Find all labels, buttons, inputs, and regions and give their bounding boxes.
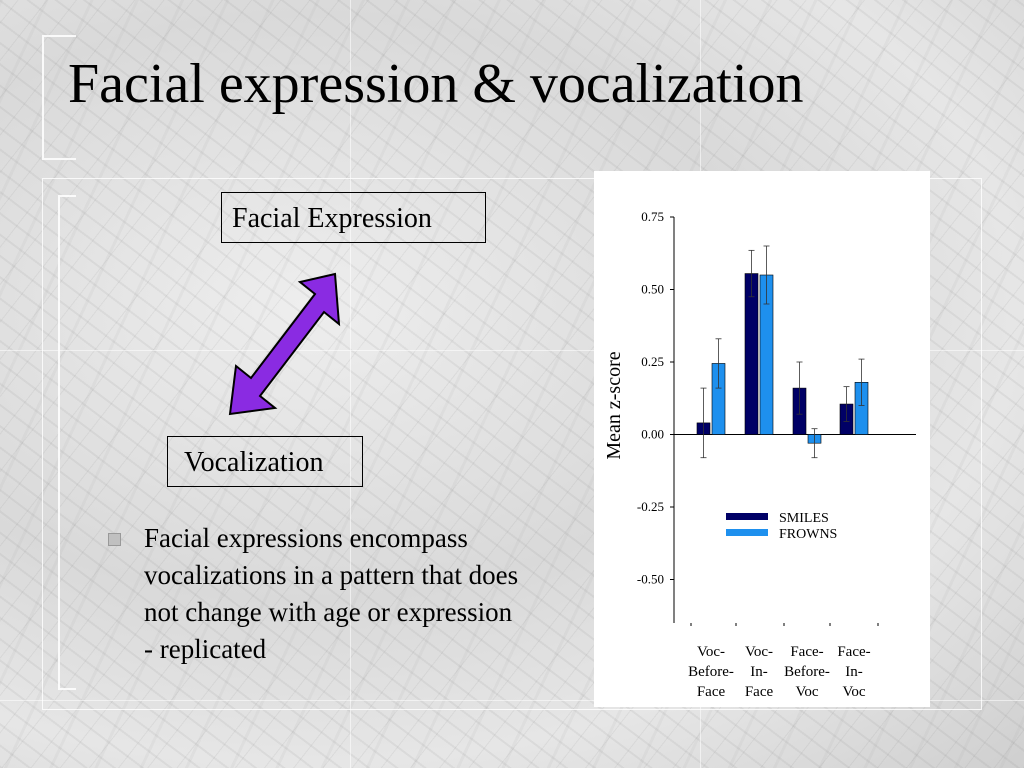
x-tick-label: Voc- [697, 644, 725, 660]
x-tick-label: Face- [790, 644, 823, 660]
legend-label-smiles: SMILES [779, 511, 829, 526]
x-tick-label: Face [745, 684, 774, 700]
bar-chart: 0.75 0.50 0.25 0.00 -0.25 -0.50 Mean z-score Vo… [603, 209, 916, 700]
background-gridline [350, 0, 351, 768]
y-tick-label: 0.25 [641, 354, 664, 369]
x-tick-label: Voc [795, 684, 818, 700]
x-tick-label: Face- [837, 644, 870, 660]
y-tick-label: -0.50 [637, 572, 664, 587]
facial-expression-box: Facial Expression [221, 192, 486, 243]
bullet-text: Facial expressions encompass vocalizatio… [144, 523, 519, 664]
background-gridline [0, 350, 1024, 351]
left-frame-decoration [58, 195, 76, 690]
body-frame-decoration [42, 178, 982, 710]
y-tick-label: 0.00 [641, 427, 664, 442]
background-gridline [0, 700, 1024, 701]
x-tick-label: In- [845, 664, 863, 680]
legend-swatch-frowns [726, 529, 768, 536]
title-frame-decoration [42, 35, 76, 160]
double-arrow-icon [228, 272, 341, 416]
x-tick-label: Before- [688, 664, 734, 680]
y-tick-label: 0.50 [641, 282, 664, 297]
x-tick-label: Before- [784, 664, 830, 680]
y-axis-label: Mean z-score [603, 351, 625, 459]
bullet-list: Facial expressions encompass vocalizatio… [104, 520, 524, 668]
x-tick-label: Face [697, 684, 726, 700]
chart-panel: 0.75 0.50 0.25 0.00 -0.25 -0.50 Mean z-score Vo… [594, 171, 930, 707]
x-tick-label: Voc- [745, 644, 773, 660]
slide-title: Facial expression & vocalization [68, 53, 804, 115]
bullet-square-icon [108, 533, 121, 546]
x-tick-label: In- [750, 664, 768, 680]
bar-smiles-1 [744, 273, 759, 435]
y-tick-label: -0.25 [637, 499, 664, 514]
vocalization-box: Vocalization [167, 436, 363, 487]
legend-label-frowns: FROWNS [779, 527, 837, 542]
legend-swatch-smiles [726, 513, 768, 520]
x-tick-label: Voc [842, 684, 865, 700]
bullet-item: Facial expressions encompass vocalizatio… [104, 520, 524, 668]
y-tick-label: 0.75 [641, 209, 664, 224]
